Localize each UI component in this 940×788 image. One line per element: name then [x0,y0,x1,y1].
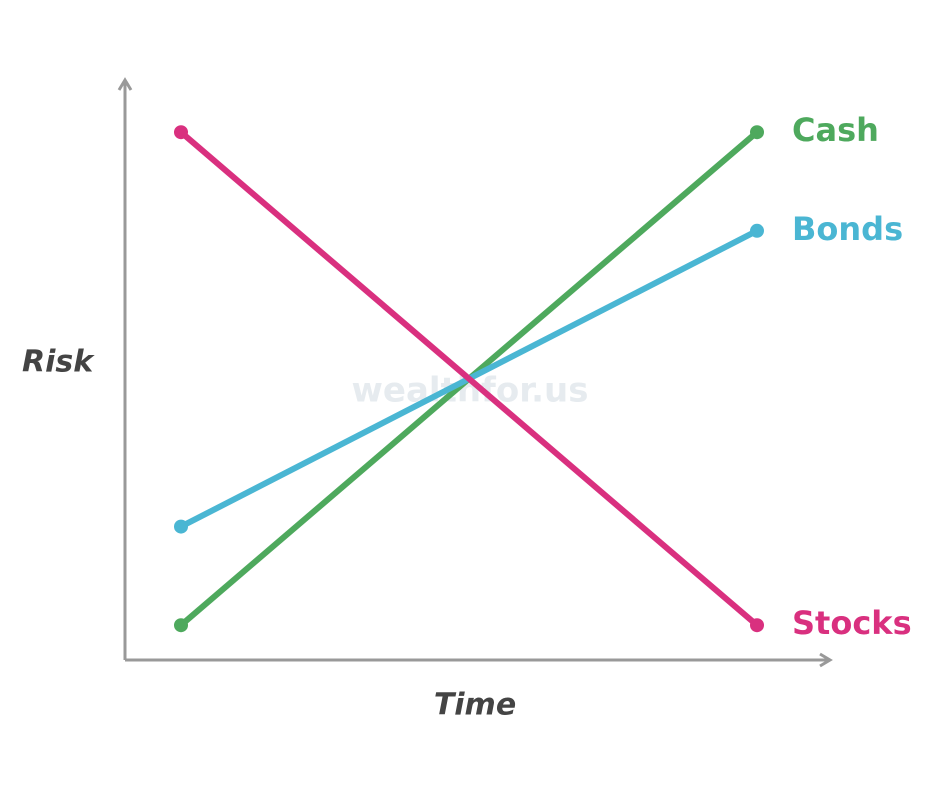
data-point [750,125,764,140]
data-point [174,618,188,633]
series-label: Cash [792,111,879,149]
y-axis-arrow [117,77,133,91]
data-point [750,618,764,633]
x-axis-arrow [819,652,833,668]
data-point [750,223,764,238]
series-label: Bonds [792,210,903,248]
series-line [179,129,759,628]
data-point [174,125,188,140]
data-point [174,519,188,534]
y-axis-title: Risk [22,345,95,380]
series-label: Stocks [792,604,912,642]
axes [117,77,833,668]
x-axis-title: Time [434,688,516,723]
